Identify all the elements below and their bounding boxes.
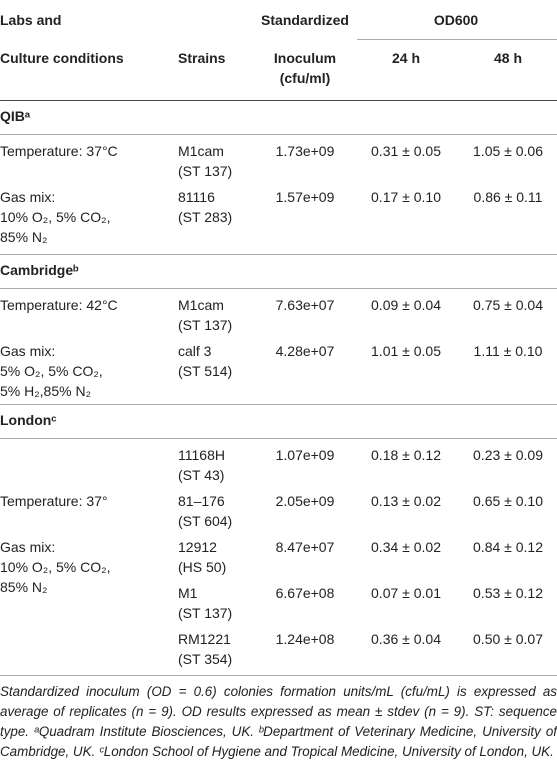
condition-text: 10% O₂, 5% CO₂, — [0, 209, 111, 225]
condition-text: Gas mix: — [0, 189, 56, 205]
od24-value: 0.17 ± 0.10 — [371, 189, 441, 205]
strain-text: (ST 137) — [178, 605, 233, 621]
od48-value: 0.65 ± 0.10 — [473, 493, 543, 509]
inoculum-value: 4.28e+07 — [275, 343, 335, 359]
section-title: QIBᵃ — [0, 108, 31, 124]
strain-text: 11168H — [178, 447, 225, 463]
rule — [0, 100, 557, 101]
od48-value: 1.05 ± 0.06 — [473, 143, 543, 159]
inoculum-value: 8.47e+07 — [275, 539, 335, 555]
strain-text: RM1221 — [178, 631, 231, 647]
od24-value: 0.31 ± 0.05 — [371, 143, 441, 159]
rule — [0, 288, 557, 289]
od24-value: 0.34 ± 0.02 — [371, 539, 441, 555]
strain-text: (ST 283) — [178, 209, 233, 225]
rule — [0, 404, 557, 405]
rule — [0, 438, 557, 439]
inoculum-value: 6.67e+08 — [275, 585, 335, 601]
header-cell: Inoculum — [273, 50, 337, 66]
header-cell: OD600 — [433, 12, 479, 28]
header-cell: Culture conditions — [0, 50, 124, 66]
od48-value: 1.11 ± 0.10 — [473, 343, 543, 359]
condition-text: 5% H₂,85% N₂ — [0, 383, 92, 399]
strain-text: M1cam — [178, 297, 224, 313]
od24-value: 0.18 ± 0.12 — [371, 447, 441, 463]
od48-value: 0.84 ± 0.12 — [473, 539, 543, 555]
od24-value: 0.07 ± 0.01 — [371, 585, 441, 601]
section-title: Cambridgeᵇ — [0, 262, 79, 278]
inoculum-value: 1.73e+09 — [275, 143, 335, 159]
od48-value: 0.23 ± 0.09 — [473, 447, 543, 463]
condition-text: Temperature: 37° — [0, 493, 108, 509]
strain-text: (ST 43) — [178, 467, 225, 483]
header-cell: Labs and — [0, 12, 62, 28]
od24-value: 0.09 ± 0.04 — [371, 297, 441, 313]
rule — [0, 134, 557, 135]
strain-text: M1 — [178, 585, 198, 601]
header-cell: 48 h — [493, 50, 523, 66]
header-cell: 24 h — [391, 50, 421, 66]
strain-text: 81–176 — [178, 493, 225, 509]
condition-text: 10% O₂, 5% CO₂, — [0, 559, 111, 575]
inoculum-value: 1.24e+08 — [275, 631, 335, 647]
header-cell: (cfu/ml) — [279, 70, 331, 86]
strain-text: calf 3 — [178, 343, 212, 359]
inoculum-value: 2.05e+09 — [275, 493, 335, 509]
od24-value: 0.13 ± 0.02 — [371, 493, 441, 509]
inoculum-value: 1.07e+09 — [275, 447, 335, 463]
rule — [357, 39, 557, 40]
inoculum-value: 7.63e+07 — [275, 297, 335, 313]
strain-text: (ST 604) — [178, 513, 233, 529]
condition-text: Temperature: 42°C — [0, 297, 118, 313]
strain-text: M1cam — [178, 143, 224, 159]
strain-text: (ST 514) — [178, 363, 233, 379]
strain-text: (ST 354) — [178, 651, 233, 667]
od48-value: 0.75 ± 0.04 — [473, 297, 543, 313]
od24-value: 1.01 ± 0.05 — [371, 343, 441, 359]
condition-text: 85% N₂ — [0, 229, 48, 245]
header-cell: Strains — [178, 50, 226, 66]
condition-text: 5% O₂, 5% CO₂, — [0, 363, 103, 379]
condition-text: Gas mix: — [0, 343, 56, 359]
strain-text: (HS 50) — [178, 559, 227, 575]
rule — [0, 254, 557, 255]
strain-text: (ST 137) — [178, 163, 233, 179]
strain-text: (ST 137) — [178, 317, 233, 333]
section-title: Londonᶜ — [0, 412, 57, 428]
od48-value: 0.50 ± 0.07 — [473, 631, 543, 647]
strain-text: 12912 — [178, 539, 217, 555]
rule — [0, 675, 557, 676]
strain-text: 81116 — [178, 189, 215, 205]
footnote: Standardized inoculum (OD = 0.6) colonie… — [0, 684, 557, 759]
condition-text: Temperature: 37°C — [0, 143, 118, 159]
od24-value: 0.36 ± 0.04 — [371, 631, 441, 647]
od48-value: 0.86 ± 0.11 — [473, 189, 543, 205]
inoculum-value: 1.57e+09 — [275, 189, 335, 205]
header-cell: Standardized — [261, 12, 349, 28]
condition-text: Gas mix: — [0, 539, 56, 555]
od48-value: 0.53 ± 0.12 — [473, 585, 543, 601]
condition-text: 85% N₂ — [0, 579, 48, 595]
